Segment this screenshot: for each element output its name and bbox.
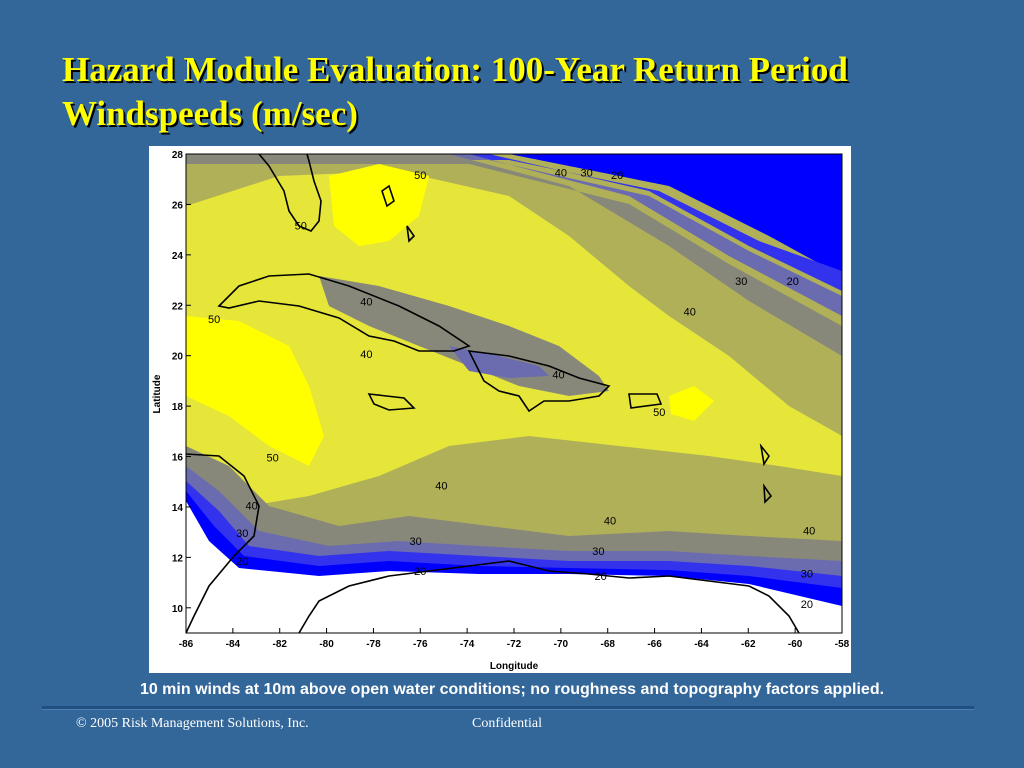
y-tick-label: 18 [172,402,184,413]
contour-label: 20 [787,276,799,288]
y-tick-label: 10 [172,604,184,615]
y-tick-label: 26 [172,200,184,211]
x-tick-label: -62 [741,639,756,650]
y-tick-label: 28 [172,150,184,161]
title-line-1: Hazard Module Evaluation: 100-Year Retur… [62,50,848,89]
y-tick-label: 24 [172,251,184,262]
band-30-central [449,346,549,378]
contour-label: 30 [409,536,421,548]
windspeed-contour-svg: -86 -84 -82 -80 -78 -76 -74 -72 -70 -68 -66 -64 -62 -… [152,150,850,672]
lesser-antilles-2 [763,483,773,504]
contour-label: 40 [360,349,372,361]
contour-fills [186,154,842,633]
footer-confidential: Confidential [472,716,542,731]
x-tick-label: -66 [647,639,662,650]
contour-label: 20 [595,571,607,583]
contour-labels: 50 50 40 30 20 40 50 40 40 30 20 40 50 50 40 40 30 20 30 20… [208,168,815,611]
map-caption: 10 min winds at 10m above open water con… [139,681,885,698]
x-tick-label: -72 [507,639,522,650]
contour-label: 50 [208,314,220,326]
contour-label: 30 [581,168,593,180]
x-tick-label: -82 [272,639,287,650]
y-tick-label: 14 [172,503,184,514]
bahamas-island-2 [406,225,416,243]
x-tick-label: -84 [226,639,241,650]
y-tick-label: 22 [172,301,184,312]
x-axis-ticks: -86 -84 -82 -80 -78 -76 -74 -72 -70 -68 -66 -64 -62 -… [179,628,850,650]
x-tick-label: -68 [600,639,615,650]
x-tick-label: -80 [319,639,334,650]
south-america-coast [298,560,800,633]
footer-divider [42,706,974,710]
contour-label: 40 [684,306,696,318]
x-tick-label: -70 [554,639,569,650]
band-25-north [186,154,842,291]
cuba-coast [217,273,471,352]
contour-label: 30 [236,528,248,540]
x-tick-label: -58 [835,639,850,650]
band-below-20 [186,501,842,633]
x-tick-label: -76 [413,639,428,650]
band-20-north [186,154,842,276]
bahamas-island-1 [381,184,395,208]
central-america-coast [186,453,260,633]
contour-label: 40 [435,480,447,492]
puerto-rico-coast [628,393,663,409]
contour-label: 40 [552,369,564,381]
band-50-north [329,164,429,246]
band-30-north [186,154,842,316]
contour-label: 20 [801,599,813,611]
coastlines [186,154,800,633]
contour-label: 20 [414,566,426,578]
florida-coast [258,154,322,232]
x-tick-label: -78 [366,639,381,650]
band-50-west [186,316,324,466]
y-tick-label: 20 [172,352,184,363]
lesser-antilles-1 [759,443,770,467]
band-50-east [669,386,714,421]
contour-label: 30 [592,546,604,558]
y-axis-label: Latitude [152,374,163,413]
title-line-2: Windspeeds (m/sec) [62,94,358,133]
contour-label: 20 [236,556,248,568]
contour-label: 40 [555,168,567,180]
windspeed-map: -86 -84 -82 -80 -78 -76 -74 -72 -70 -68 -66 -64 -62 -… [149,146,851,673]
x-tick-label: -74 [460,639,475,650]
contour-label: 40 [803,526,815,538]
contour-label: 50 [414,170,426,182]
y-tick-label: 16 [172,453,184,464]
contour-label: 30 [735,276,747,288]
contour-label: 40 [245,500,257,512]
contour-label: 40 [604,516,616,528]
contour-label: 30 [801,569,813,581]
x-tick-label: -64 [694,639,709,650]
contour-label: 50 [295,221,307,233]
contour-label: 40 [360,296,372,308]
x-tick-label: -60 [788,639,803,650]
y-tick-label: 12 [172,553,184,564]
y-axis-ticks: 28 26 24 22 20 18 16 14 12 10 [172,150,191,615]
hispaniola-coast [467,350,611,413]
x-tick-label: -86 [179,639,194,650]
contour-label: 20 [611,170,623,182]
contour-label: 50 [653,407,665,419]
band-35-north [186,154,842,356]
jamaica-coast [367,393,416,411]
footer-copyright: © 2005 Risk Management Solutions, Inc. [76,716,309,731]
contour-label: 50 [267,453,279,465]
x-axis-label: Longitude [490,661,539,672]
slide-title: Hazard Module Evaluation: 100-Year Retur… [62,48,848,136]
